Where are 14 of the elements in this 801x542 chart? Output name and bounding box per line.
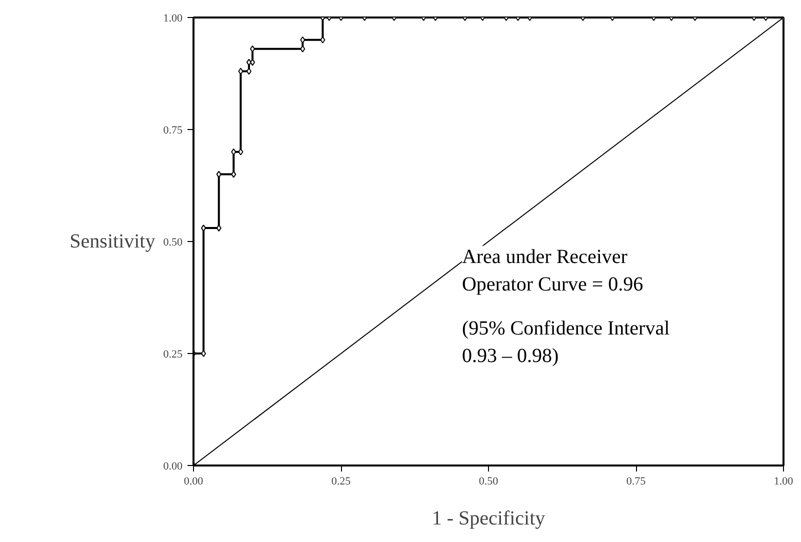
- y-tick-label: 1.00: [163, 12, 183, 24]
- y-axis-title: Sensitivity: [70, 230, 156, 252]
- y-tick-label: 0.50: [163, 236, 183, 248]
- x-tick-label: 0.00: [184, 476, 204, 488]
- x-tick-label: 0.75: [626, 476, 646, 488]
- y-tick-label: 0.75: [163, 124, 183, 136]
- y-tick-label: 0.00: [163, 460, 183, 472]
- x-axis-title: 1 - Specificity: [432, 508, 546, 530]
- x-tick-label: 0.25: [331, 476, 352, 488]
- annotation: Area under Receiver Operator Curve = 0.96: [462, 246, 644, 296]
- x-tick-label: 0.50: [478, 476, 499, 488]
- y-tick-label: 0.25: [163, 348, 183, 360]
- x-tick-label: 1.00: [774, 476, 794, 488]
- annotation: (95% Confidence Interval 0.93 – 0.98): [462, 317, 670, 367]
